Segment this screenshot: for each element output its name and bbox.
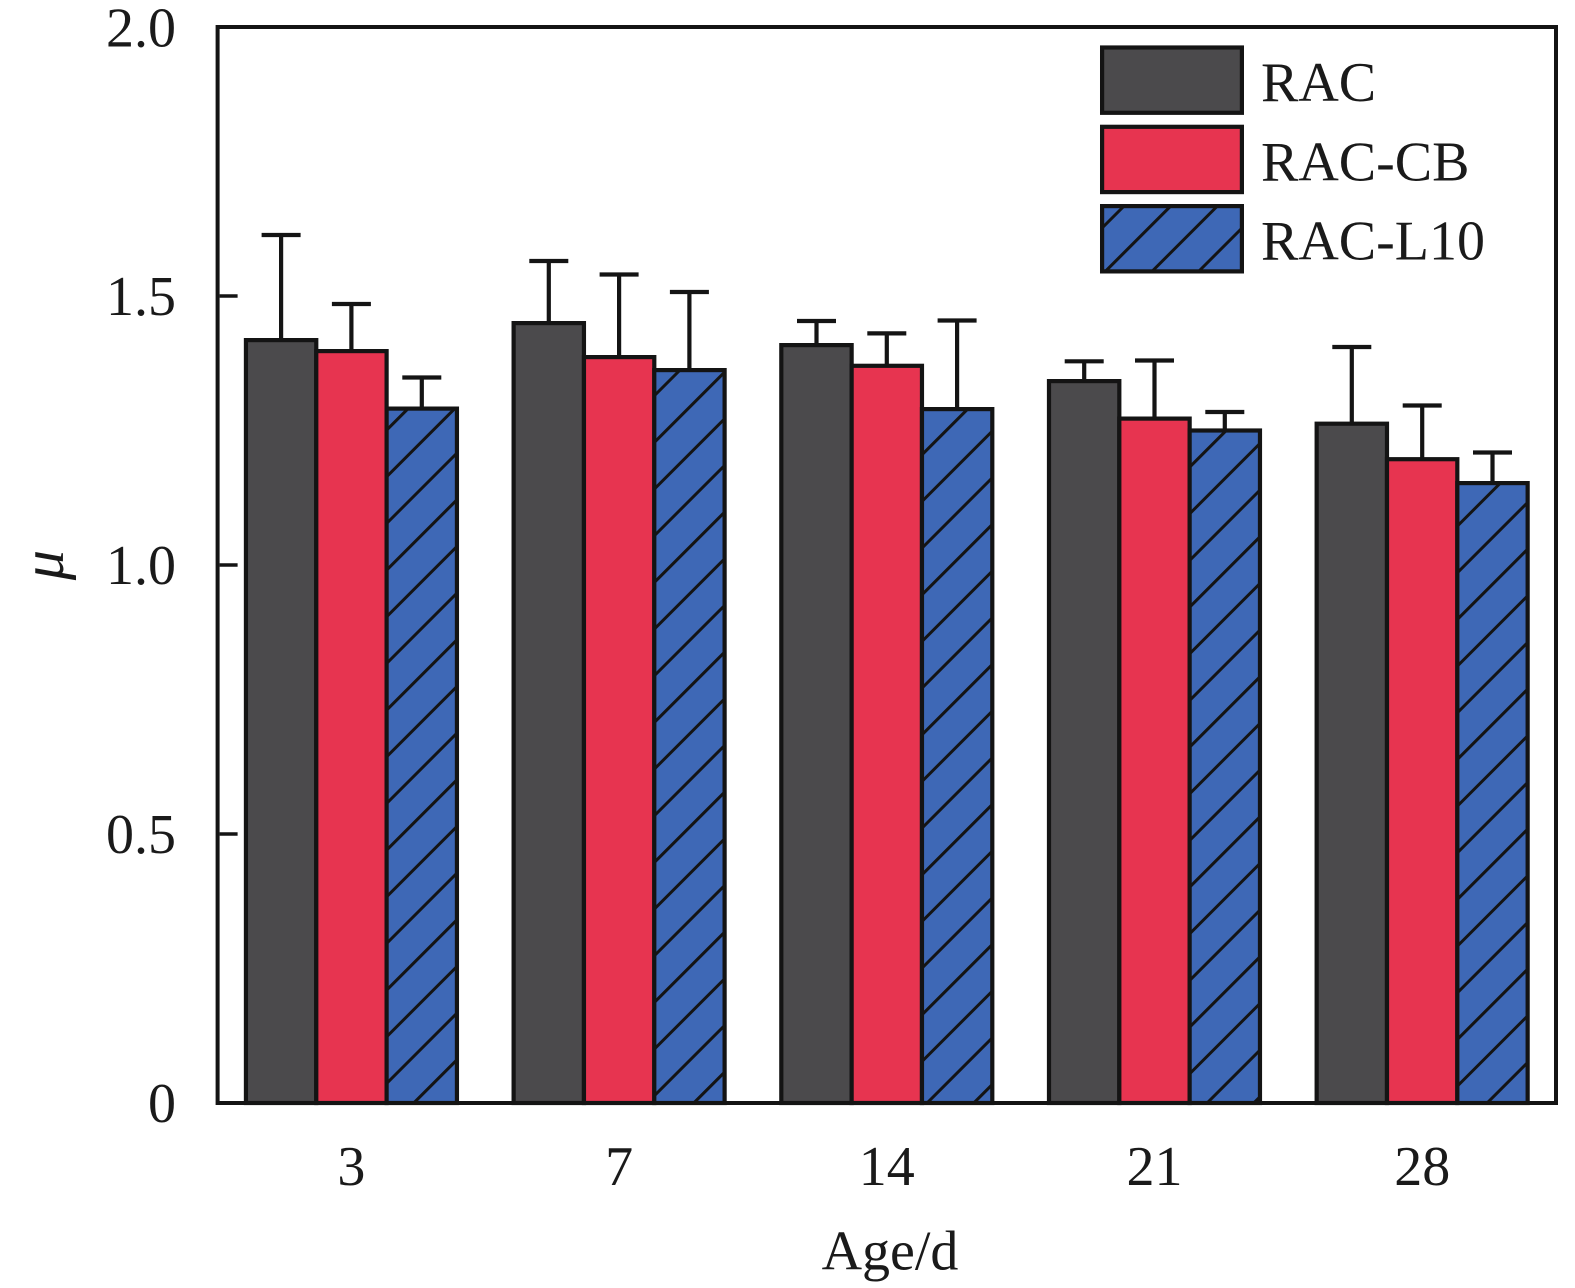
svg-text:RAC-CB: RAC-CB <box>1261 131 1470 193</box>
svg-text:0: 0 <box>148 1073 176 1135</box>
svg-text:RAC-L10: RAC-L10 <box>1261 211 1485 273</box>
svg-text:28: 28 <box>1394 1136 1450 1198</box>
svg-text:μ: μ <box>10 550 76 581</box>
svg-text:2.0: 2.0 <box>106 0 176 59</box>
svg-text:0.5: 0.5 <box>106 804 176 866</box>
svg-text:7: 7 <box>605 1136 633 1198</box>
svg-text:RAC: RAC <box>1261 52 1376 114</box>
svg-text:3: 3 <box>337 1136 365 1198</box>
svg-text:Age/d: Age/d <box>822 1221 959 1283</box>
svg-text:1.0: 1.0 <box>106 535 176 597</box>
svg-text:21: 21 <box>1127 1136 1183 1198</box>
svg-text:1.5: 1.5 <box>106 266 176 328</box>
svg-text:14: 14 <box>859 1136 915 1198</box>
